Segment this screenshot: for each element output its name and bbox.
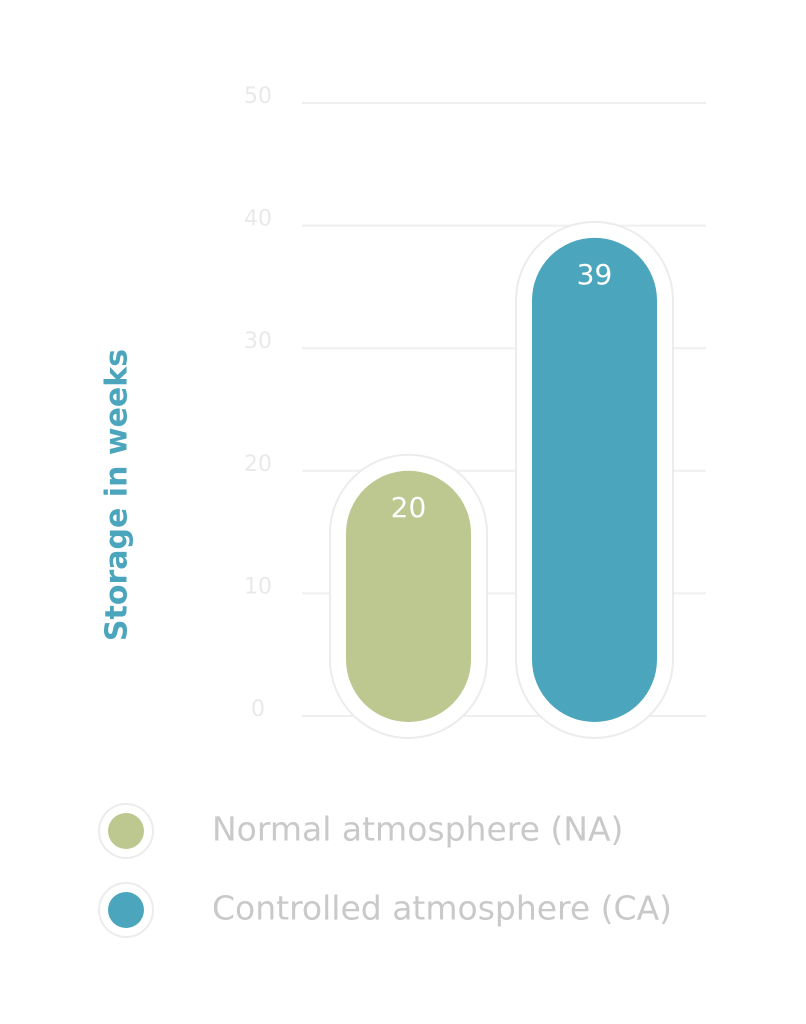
y-tick-label: 40 <box>244 207 272 232</box>
y-tick-label: 20 <box>244 452 272 477</box>
y-tick-label: 30 <box>244 329 272 354</box>
bar <box>532 237 657 723</box>
y-axis-title: Storage in weeks <box>100 349 135 641</box>
data-label: 39 <box>577 258 613 291</box>
data-label: 20 <box>391 491 427 524</box>
legend-label: Normal atmosphere (NA) <box>212 810 623 849</box>
y-tick-label: 0 <box>251 697 265 722</box>
legend-swatch <box>108 892 144 928</box>
legend-label: Controlled atmosphere (CA) <box>212 889 672 928</box>
bar <box>346 470 471 722</box>
legend-swatch <box>108 813 144 849</box>
y-tick-label: 50 <box>244 84 272 109</box>
y-tick-label: 10 <box>244 574 272 599</box>
